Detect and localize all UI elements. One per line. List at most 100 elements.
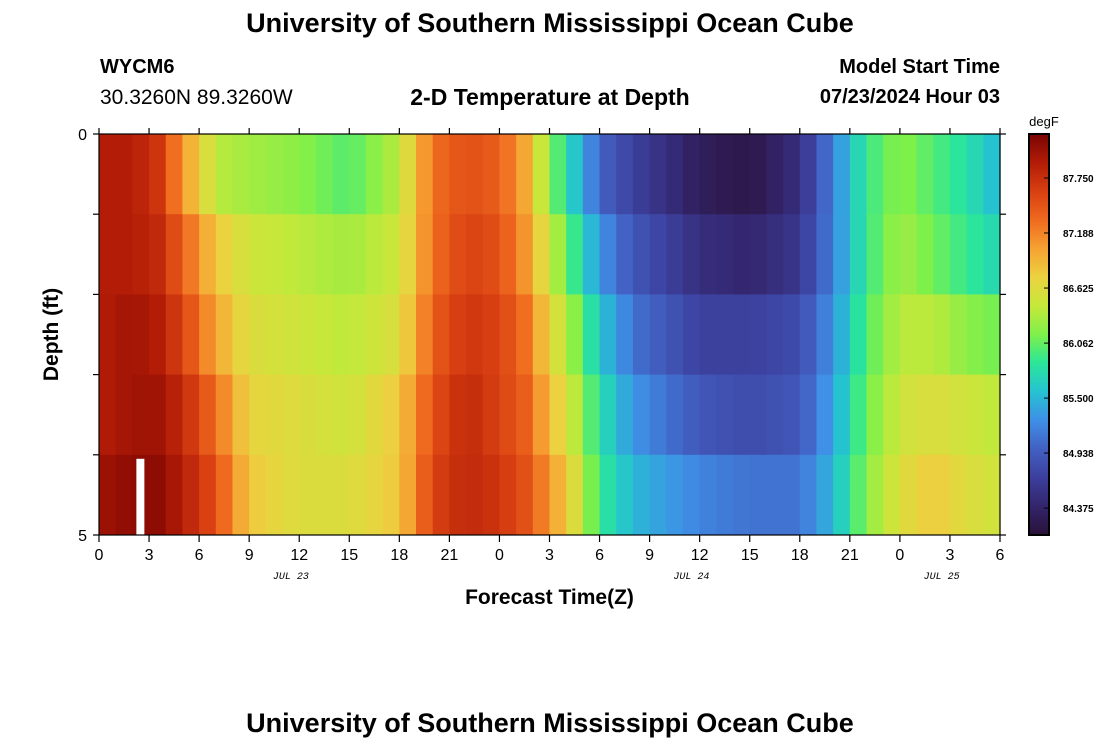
x-tick-label: 6 xyxy=(195,547,204,564)
heatmap-cell xyxy=(966,214,984,295)
station-id: WYCM6 xyxy=(100,56,175,78)
heatmap-cell xyxy=(332,134,350,215)
heatmap-cell xyxy=(149,294,167,375)
heatmap-cell xyxy=(349,374,367,456)
heatmap-cell xyxy=(365,214,384,295)
heatmap-cell xyxy=(816,294,834,375)
heatmap-cell xyxy=(549,134,567,215)
heatmap-cell xyxy=(349,134,367,215)
heatmap-cell xyxy=(432,134,450,215)
heatmap-cell xyxy=(532,134,551,215)
heatmap-cell xyxy=(299,374,317,456)
heatmap-cell xyxy=(883,134,901,215)
colorbar-scale xyxy=(1028,133,1050,536)
heatmap-cell xyxy=(582,214,601,295)
heatmap-cell xyxy=(265,214,284,295)
heatmap-cell xyxy=(733,454,751,536)
x-tick-label: 6 xyxy=(595,547,604,564)
heatmap-cell xyxy=(866,214,884,295)
heatmap-cell xyxy=(632,294,651,375)
heatmap-cell xyxy=(449,374,467,456)
heatmap-cell xyxy=(232,454,250,536)
heatmap-cell xyxy=(582,134,601,215)
heatmap-cell xyxy=(199,374,217,456)
heatmap-cell xyxy=(733,134,751,215)
y-axis: 05 xyxy=(78,127,1006,545)
heatmap-cell xyxy=(733,214,751,295)
y-tick-label: 0 xyxy=(78,127,87,144)
heatmap-cell xyxy=(716,374,734,456)
heatmap-cell xyxy=(966,374,984,456)
colorbar-tick-label: 86.062 xyxy=(1063,339,1094,350)
heatmap-cell xyxy=(349,294,367,375)
heatmap-cell xyxy=(215,454,234,536)
heatmap-cell xyxy=(449,294,467,375)
heatmap-cell xyxy=(783,294,801,375)
model-start-value: 07/23/2024 Hour 03 xyxy=(819,86,1000,108)
x-tick-label: 15 xyxy=(741,547,759,564)
heatmap-cell xyxy=(716,454,734,536)
heatmap-cell xyxy=(282,294,300,375)
heatmap-cell xyxy=(482,294,501,375)
heatmap-cell xyxy=(916,214,934,295)
heatmap-cell xyxy=(516,134,534,215)
heatmap-cell xyxy=(866,134,884,215)
heatmap-cell xyxy=(532,454,551,536)
heatmap-cell xyxy=(265,294,284,375)
heatmap-cell xyxy=(966,454,984,536)
heatmap-cell xyxy=(382,134,400,215)
heatmap-cell xyxy=(549,294,567,375)
x-tick-label: 3 xyxy=(545,547,554,564)
heatmap-cell xyxy=(566,294,584,375)
heatmap-cell xyxy=(749,374,768,456)
heatmap-cell xyxy=(282,454,300,536)
heatmap-cell xyxy=(582,374,601,456)
heatmap-cell xyxy=(766,294,784,375)
heatmap-cell xyxy=(816,214,834,295)
heatmap-cell xyxy=(115,374,133,456)
x-tick-label: 0 xyxy=(95,547,104,564)
heatmap-cell xyxy=(466,454,484,536)
heatmap-cell xyxy=(582,454,601,536)
heatmap-cell xyxy=(649,454,667,536)
date-label: JUL 25 xyxy=(924,572,960,583)
x-tick-label: 18 xyxy=(390,547,408,564)
colorbar-tick-label: 84.938 xyxy=(1063,449,1094,460)
heatmap-cell xyxy=(733,294,751,375)
heatmap-cell xyxy=(883,214,901,295)
heatmap-cell xyxy=(899,134,918,215)
heatmap-cell xyxy=(766,214,784,295)
heatmap-cell xyxy=(649,214,667,295)
heatmap-cell xyxy=(265,134,284,215)
heatmap-cell xyxy=(382,454,400,536)
heatmap-cell xyxy=(833,214,851,295)
x-tick-label: 21 xyxy=(440,547,458,564)
x-tick-label: 0 xyxy=(895,547,904,564)
heatmap-cell xyxy=(299,214,317,295)
heatmap-cell xyxy=(282,134,300,215)
heatmap-cell xyxy=(99,374,117,456)
heatmap-cell xyxy=(265,454,284,536)
heatmap-cell xyxy=(799,374,818,456)
heatmap-cell xyxy=(899,374,918,456)
heatmap-cell xyxy=(916,374,934,456)
heatmap-cell xyxy=(149,374,167,456)
heatmap-cell xyxy=(532,214,551,295)
heatmap-cell xyxy=(265,374,284,456)
heatmap-cell xyxy=(132,214,150,295)
heatmap-cell xyxy=(299,454,317,536)
heatmap-cell xyxy=(99,454,117,536)
heatmap-cell xyxy=(499,134,517,215)
heatmap-cell xyxy=(332,374,350,456)
heatmap-cell xyxy=(365,294,384,375)
heatmap-cell xyxy=(866,454,884,536)
heatmap-cell xyxy=(833,454,851,536)
heatmap-cell xyxy=(132,374,150,456)
heatmap-cell xyxy=(616,454,634,536)
heatmap-cell xyxy=(199,214,217,295)
heatmap-cell xyxy=(482,374,501,456)
x-tick-label: 12 xyxy=(290,547,308,564)
heatmap-cell xyxy=(232,294,250,375)
heatmap-cell xyxy=(532,294,551,375)
colorbar-unit: degF xyxy=(1029,114,1059,129)
